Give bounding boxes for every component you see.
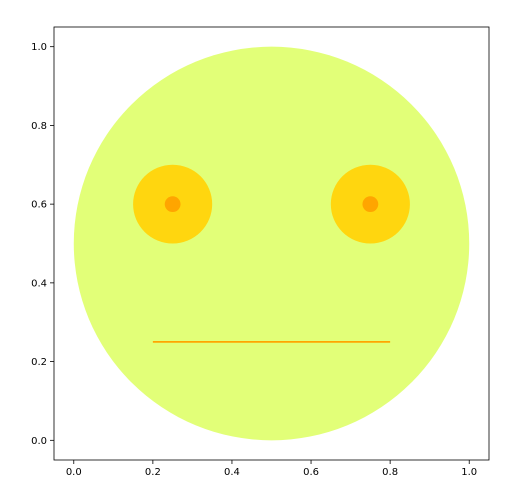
y-tick-label: 0.6 — [31, 200, 47, 211]
y-tick-label: 1.0 — [31, 42, 47, 53]
plot-layer — [73, 46, 470, 441]
right-pupil — [362, 196, 379, 213]
y-tick-label: 0.2 — [31, 357, 47, 368]
x-tick-label: 0.0 — [66, 467, 82, 478]
y-tick-label: 0.8 — [31, 121, 47, 132]
axes-frame — [53, 26, 490, 461]
x-tick-label: 0.8 — [382, 467, 398, 478]
x-tick-label: 1.0 — [461, 467, 477, 478]
x-tick-label: 0.6 — [303, 467, 319, 478]
axes-layer: 0.0 0.2 0.4 0.6 0.8 1.0 0.0 0.2 0.4 0.6 0.8 1.0 — [31, 26, 490, 478]
face-circle — [73, 46, 470, 441]
x-tick-label: 0.4 — [224, 467, 240, 478]
left-pupil — [164, 196, 181, 213]
y-tick-label: 0.4 — [31, 278, 47, 289]
x-tick-label: 0.2 — [145, 467, 161, 478]
y-tick-label: 0.0 — [31, 436, 47, 447]
